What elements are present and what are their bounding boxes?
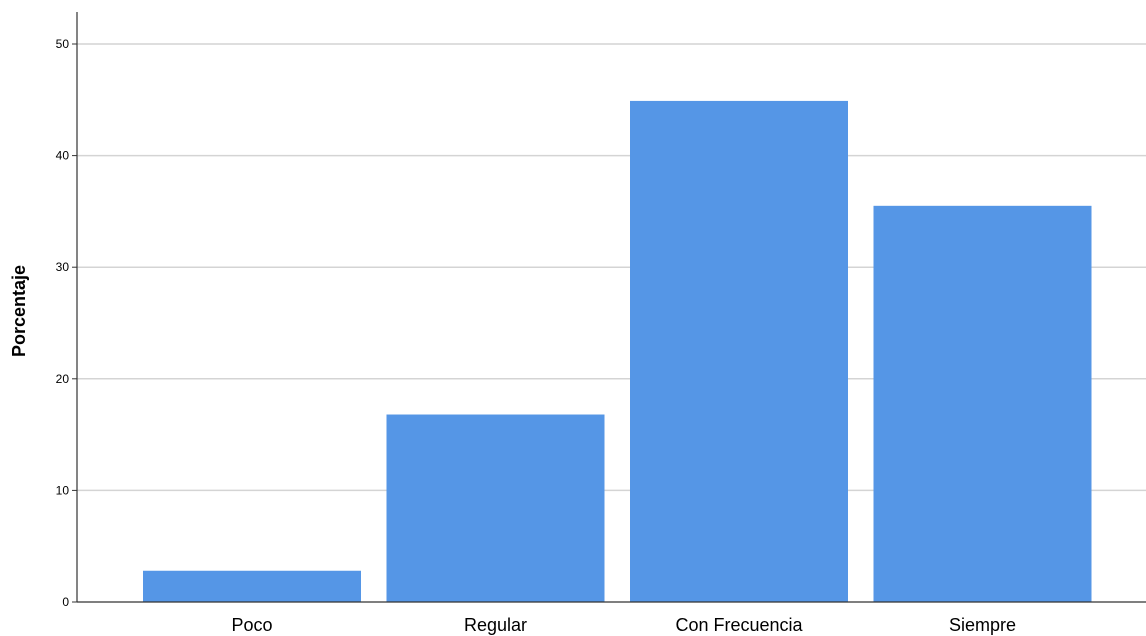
y-tick-label: 50 [56, 37, 70, 51]
y-tick-label: 20 [56, 372, 70, 386]
y-tick-label: 40 [56, 149, 70, 163]
x-tick-label: Poco [231, 615, 272, 635]
bars [143, 100, 1092, 602]
x-tick-label: Con Frecuencia [675, 615, 803, 635]
bar [386, 414, 605, 602]
x-tick-label: Regular [464, 615, 527, 635]
y-tick-labels: 0 10 20 30 40 50 [56, 37, 70, 609]
axes [72, 12, 1146, 603]
y-tick-label: 0 [62, 595, 69, 609]
y-tick-label: 10 [56, 483, 70, 497]
bar [630, 100, 848, 602]
bar [143, 570, 361, 602]
bar [873, 205, 1092, 602]
y-axis-label: Porcentaje [9, 265, 29, 357]
x-tick-label: Siempre [949, 615, 1016, 635]
x-tick-labels: Poco Regular Con Frecuencia Siempre [231, 615, 1016, 635]
y-tick-label: 30 [56, 260, 70, 274]
